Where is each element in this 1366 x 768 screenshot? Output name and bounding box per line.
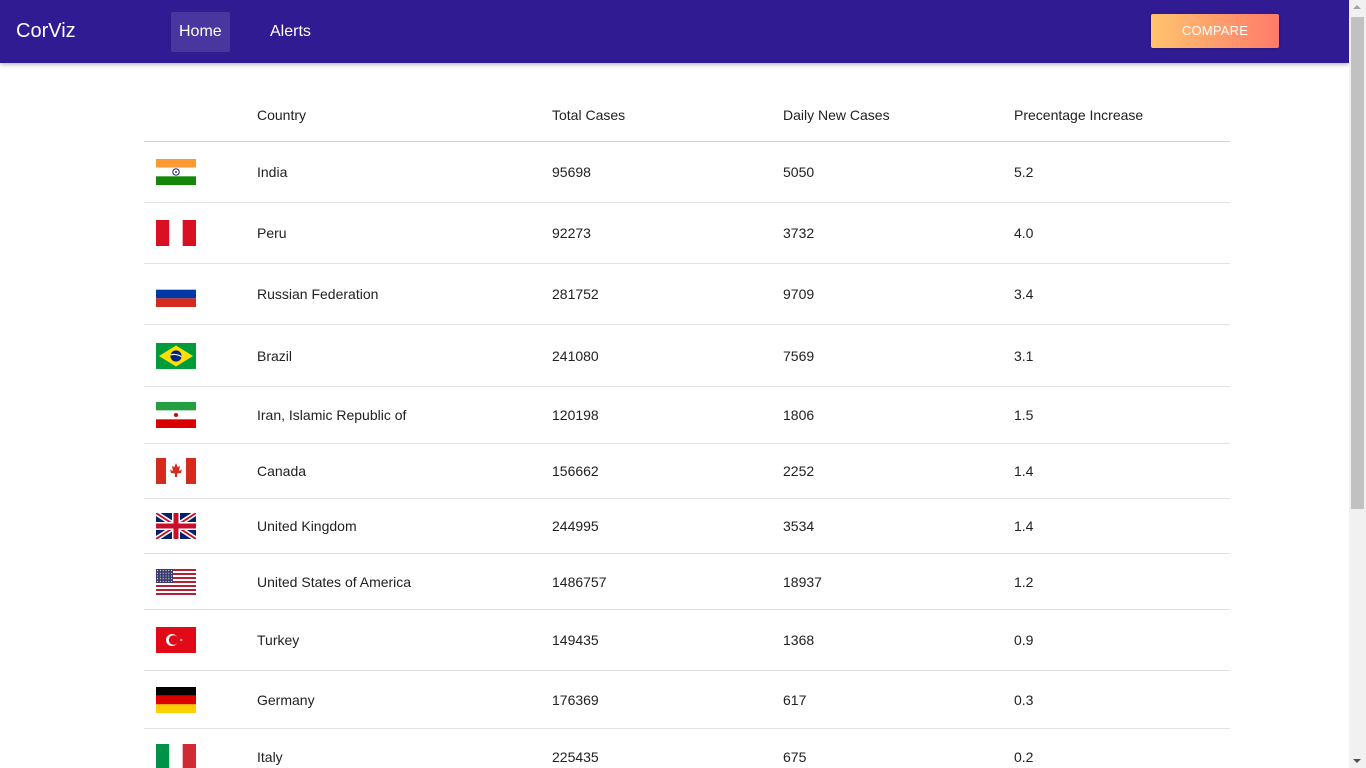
- peru-flag-icon: [156, 220, 196, 246]
- usa-flag-icon: [156, 568, 196, 595]
- flag-cell: [144, 443, 257, 499]
- header-flag: [144, 88, 257, 142]
- brand-title: CorViz: [16, 20, 76, 42]
- table-row[interactable]: Turkey 149435 1368 0.9: [144, 609, 1230, 671]
- compare-button[interactable]: COMPARE: [1151, 14, 1279, 48]
- daily-new-cases-cell: 18937: [783, 553, 1014, 610]
- total-cases-cell: 244995: [552, 498, 783, 554]
- table-row[interactable]: Peru 92273 3732 4.0: [144, 202, 1230, 264]
- total-cases-cell: 149435: [552, 609, 783, 671]
- percentage-increase-cell: 3.1: [1014, 324, 1230, 387]
- flag-cell: [144, 609, 257, 671]
- total-cases-cell: 281752: [552, 263, 783, 325]
- flag-cell: [144, 263, 257, 325]
- country-cell: Turkey: [257, 609, 552, 671]
- top-app-bar: CorViz Home Alerts COMPARE: [0, 0, 1349, 63]
- table-row[interactable]: United Kingdom 244995 3534 1.4: [144, 498, 1230, 554]
- percentage-increase-cell: 1.4: [1014, 443, 1230, 499]
- italy-flag-icon: [156, 743, 196, 768]
- daily-new-cases-cell: 617: [783, 670, 1014, 729]
- total-cases-cell: 1486757: [552, 553, 783, 610]
- cases-table: Country Total Cases Daily New Cases Prec…: [144, 88, 1230, 768]
- percentage-increase-cell: 3.4: [1014, 263, 1230, 325]
- country-cell: Peru: [257, 202, 552, 264]
- table-row[interactable]: Germany 176369 617 0.3: [144, 670, 1230, 729]
- canada-flag-icon: [156, 458, 196, 484]
- table-row[interactable]: Iran, Islamic Republic of 120198 1806 1.5: [144, 386, 1230, 444]
- country-cell: India: [257, 141, 552, 203]
- table-row[interactable]: Italy 225435 675 0.2: [144, 728, 1230, 768]
- daily-new-cases-cell: 1368: [783, 609, 1014, 671]
- germany-flag-icon: [156, 686, 196, 713]
- country-cell: Iran, Islamic Republic of: [257, 386, 552, 444]
- table-row[interactable]: Brazil 241080 7569 3.1: [144, 324, 1230, 387]
- russia-flag-icon: [156, 281, 196, 307]
- percentage-increase-cell: 0.3: [1014, 670, 1230, 729]
- iran-flag-icon: [156, 402, 196, 428]
- percentage-increase-cell: 1.4: [1014, 498, 1230, 554]
- flag-cell: [144, 498, 257, 554]
- turkey-flag-icon: [156, 627, 196, 653]
- table-row[interactable]: Canada 156662 2252 1.4: [144, 443, 1230, 499]
- header-total-cases[interactable]: Total Cases: [552, 88, 783, 142]
- daily-new-cases-cell: 3534: [783, 498, 1014, 554]
- table-header-row: Country Total Cases Daily New Cases Prec…: [144, 88, 1230, 142]
- total-cases-cell: 176369: [552, 670, 783, 729]
- daily-new-cases-cell: 5050: [783, 141, 1014, 203]
- daily-new-cases-cell: 7569: [783, 324, 1014, 387]
- flag-cell: [144, 386, 257, 444]
- percentage-increase-cell: 0.2: [1014, 728, 1230, 768]
- table-row[interactable]: India 95698 5050 5.2: [144, 141, 1230, 203]
- country-cell: Russian Federation: [257, 263, 552, 325]
- header-percentage-increase[interactable]: Precentage Increase: [1014, 88, 1230, 142]
- flag-cell: [144, 670, 257, 729]
- total-cases-cell: 225435: [552, 728, 783, 768]
- total-cases-cell: 156662: [552, 443, 783, 499]
- table-row[interactable]: United States of America 1486757 18937 1.2: [144, 553, 1230, 610]
- percentage-increase-cell: 0.9: [1014, 609, 1230, 671]
- daily-new-cases-cell: 1806: [783, 386, 1014, 444]
- header-daily-new-cases[interactable]: Daily New Cases: [783, 88, 1014, 142]
- header-country[interactable]: Country: [257, 88, 552, 142]
- total-cases-cell: 120198: [552, 386, 783, 444]
- total-cases-cell: 92273: [552, 202, 783, 264]
- country-cell: United States of America: [257, 553, 552, 610]
- flag-cell: [144, 553, 257, 610]
- daily-new-cases-cell: 9709: [783, 263, 1014, 325]
- scroll-down-arrow-icon[interactable]: [1353, 759, 1361, 763]
- daily-new-cases-cell: 3732: [783, 202, 1014, 264]
- nav-alerts[interactable]: Alerts: [270, 23, 311, 40]
- daily-new-cases-cell: 675: [783, 728, 1014, 768]
- percentage-increase-cell: 1.2: [1014, 553, 1230, 610]
- brazil-flag-icon: [156, 342, 196, 369]
- table-row[interactable]: Russian Federation 281752 9709 3.4: [144, 263, 1230, 325]
- flag-cell: [144, 202, 257, 264]
- country-cell: Italy: [257, 728, 552, 768]
- total-cases-cell: 95698: [552, 141, 783, 203]
- scroll-up-arrow-icon[interactable]: [1353, 5, 1361, 9]
- daily-new-cases-cell: 2252: [783, 443, 1014, 499]
- country-cell: Canada: [257, 443, 552, 499]
- percentage-increase-cell: 1.5: [1014, 386, 1230, 444]
- flag-cell: [144, 324, 257, 387]
- nav-home[interactable]: Home: [171, 12, 230, 52]
- vertical-scrollbar[interactable]: [1349, 0, 1366, 768]
- total-cases-cell: 241080: [552, 324, 783, 387]
- uk-flag-icon: [156, 513, 196, 539]
- percentage-increase-cell: 4.0: [1014, 202, 1230, 264]
- country-cell: United Kingdom: [257, 498, 552, 554]
- scrollbar-thumb[interactable]: [1351, 17, 1364, 509]
- india-flag-icon: [156, 159, 196, 185]
- country-cell: Brazil: [257, 324, 552, 387]
- flag-cell: [144, 728, 257, 768]
- percentage-increase-cell: 5.2: [1014, 141, 1230, 203]
- flag-cell: [144, 141, 257, 203]
- country-cell: Germany: [257, 670, 552, 729]
